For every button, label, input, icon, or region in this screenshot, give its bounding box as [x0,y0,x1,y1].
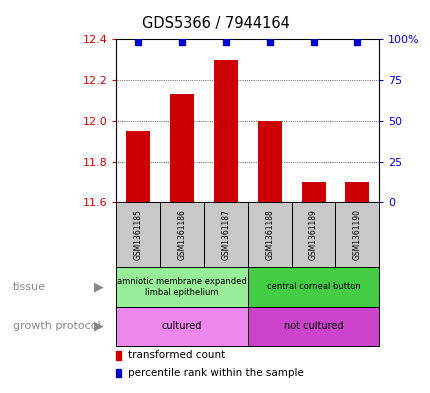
Bar [247,202,291,267]
Bar [116,307,247,346]
Text: transformed count: transformed count [127,350,224,360]
Bar [291,202,335,267]
Point [310,39,316,46]
Point [222,39,229,46]
Text: growth protocol: growth protocol [13,321,100,331]
Text: not cultured: not cultured [283,321,343,331]
Point [178,39,185,46]
Bar [116,267,247,307]
Bar [126,131,150,202]
Text: cultured: cultured [162,321,202,331]
Text: GSM1361189: GSM1361189 [308,209,317,260]
Bar [170,94,194,202]
Bar [301,182,325,202]
Text: tissue: tissue [13,282,46,292]
Bar [116,202,160,267]
Text: GSM1361190: GSM1361190 [352,209,361,260]
Bar [247,267,378,307]
Text: ▶: ▶ [94,280,104,294]
Text: GDS5366 / 7944164: GDS5366 / 7944164 [141,16,289,31]
Point [266,39,273,46]
Text: GSM1361186: GSM1361186 [177,209,186,260]
Bar [344,182,369,202]
Text: GSM1361187: GSM1361187 [221,209,230,260]
Text: amniotic membrane expanded
limbal epithelium: amniotic membrane expanded limbal epithe… [117,277,246,297]
Text: central corneal button: central corneal button [266,283,359,291]
Bar [257,121,281,202]
Bar [213,60,237,202]
Text: GSM1361185: GSM1361185 [133,209,142,260]
Text: GSM1361188: GSM1361188 [264,209,273,260]
Text: percentile rank within the sample: percentile rank within the sample [127,368,303,378]
Point [135,39,141,46]
Bar [160,202,203,267]
Bar [247,307,378,346]
Bar [203,202,247,267]
Point [353,39,360,46]
Bar [335,202,378,267]
Text: ▶: ▶ [94,320,104,333]
